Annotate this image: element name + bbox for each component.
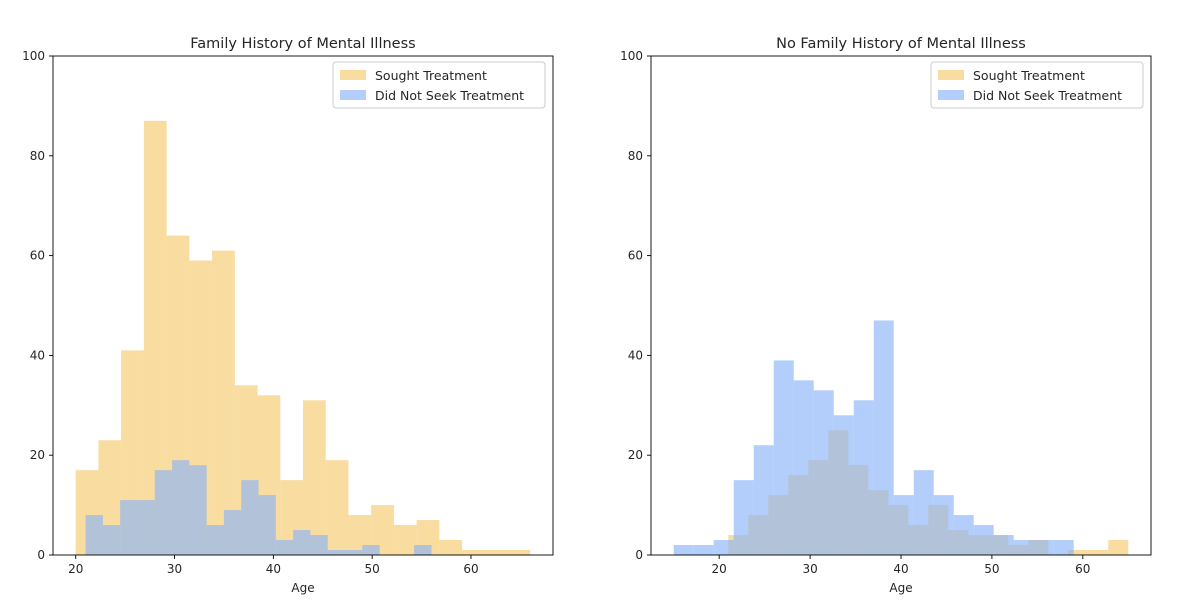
x-tick-label: 60 xyxy=(463,562,478,576)
histogram-bar xyxy=(327,550,345,555)
series-did-not-seek-treatment xyxy=(673,320,1074,555)
histogram-bar xyxy=(693,545,714,555)
y-tick-label: 40 xyxy=(30,348,45,362)
histogram-bar xyxy=(258,495,276,555)
legend-swatch xyxy=(938,70,964,80)
x-axis-label: Age xyxy=(889,581,912,595)
histogram-bar xyxy=(733,480,754,555)
histogram-bar xyxy=(993,535,1014,555)
histogram-bar xyxy=(362,545,380,555)
histogram-bar xyxy=(414,545,432,555)
histogram-bar xyxy=(673,545,694,555)
plot-frame xyxy=(650,55,1152,556)
histogram-bar xyxy=(120,500,138,555)
series-sought-treatment xyxy=(75,120,531,556)
series-did-not-seek-treatment xyxy=(85,460,432,555)
histogram-bar xyxy=(813,390,834,555)
histogram-bar xyxy=(137,500,155,555)
histogram-bar xyxy=(1108,540,1129,555)
histogram-bar xyxy=(143,120,167,556)
histogram-bar xyxy=(1013,540,1034,555)
legend-label: Did Not Seek Treatment xyxy=(973,88,1122,103)
legend-box xyxy=(930,61,1144,109)
histogram-bar xyxy=(439,540,463,555)
x-tick-label: 20 xyxy=(68,562,83,576)
y-tick-label: 20 xyxy=(30,448,45,462)
histogram-bar xyxy=(102,525,121,555)
histogram-bar xyxy=(1068,550,1089,555)
histogram-bar xyxy=(713,540,734,555)
legend: Sought Treatment Did Not Seek Treatment xyxy=(332,61,546,109)
y-tick-label: 80 xyxy=(628,149,643,163)
y-tick-label: 0 xyxy=(37,548,45,562)
histogram-bar xyxy=(1053,540,1074,555)
histogram-bar xyxy=(507,550,531,555)
y-tick-label: 60 xyxy=(30,249,45,263)
x-tick-label: 40 xyxy=(893,562,908,576)
histogram-bar xyxy=(462,550,485,555)
histogram-bar xyxy=(773,360,794,555)
x-axis-label: Age xyxy=(291,581,314,595)
y-tick-label: 100 xyxy=(620,49,643,63)
legend-label: Did Not Seek Treatment xyxy=(375,88,524,103)
histogram-bar xyxy=(223,510,242,555)
histogram-bar xyxy=(953,515,974,555)
histogram-bar xyxy=(393,525,417,555)
histogram-bar xyxy=(371,505,394,555)
chart-panel-1: 20 30 40 50 60 0 20 40 60 80 100 Family History of … xyxy=(22,36,554,595)
x-tick-label: 30 xyxy=(167,562,182,576)
histogram-bar xyxy=(1033,540,1054,555)
histogram-bar xyxy=(293,530,311,555)
histogram-bar xyxy=(206,525,224,555)
chart-panel-2: 20 30 40 50 60 0 20 40 60 80 100 No Family History … xyxy=(620,36,1152,595)
histogram-bar xyxy=(85,515,103,555)
histogram-bar xyxy=(189,465,207,555)
x-tick-label: 60 xyxy=(1075,562,1090,576)
histogram-bar xyxy=(325,460,349,555)
x-tick-label: 50 xyxy=(984,562,999,576)
chart-title: No Family History of Mental Illness xyxy=(776,36,1026,52)
y-tick-label: 40 xyxy=(628,348,643,362)
histogram-bar xyxy=(973,525,994,555)
histogram-bar xyxy=(154,470,173,555)
legend-swatch xyxy=(340,70,366,80)
x-tick-label: 30 xyxy=(802,562,817,576)
histogram-bar xyxy=(933,495,954,555)
histogram-bar xyxy=(241,480,259,555)
y-tick-label: 60 xyxy=(628,249,643,263)
x-tick-label: 40 xyxy=(266,562,281,576)
legend-label: Sought Treatment xyxy=(973,68,1085,83)
histogram-bar xyxy=(873,320,894,555)
plot-frame xyxy=(52,55,554,556)
chart-title: Family History of Mental Illness xyxy=(190,36,415,52)
y-tick-label: 80 xyxy=(30,149,45,163)
legend-swatch xyxy=(938,90,964,100)
histogram-bar xyxy=(172,460,190,555)
histogram-bar xyxy=(893,495,914,555)
histogram-bar xyxy=(212,250,235,556)
histogram-bar xyxy=(913,470,934,555)
histogram-bar xyxy=(303,400,326,555)
histogram-bar xyxy=(753,445,774,555)
legend: Sought Treatment Did Not Seek Treatment xyxy=(930,61,1144,109)
y-tick-label: 20 xyxy=(628,448,643,462)
histogram-bar xyxy=(833,415,854,555)
legend-label: Sought Treatment xyxy=(375,68,487,83)
histogram-bar xyxy=(793,380,814,555)
histogram-bar xyxy=(484,550,508,555)
x-tick-label: 20 xyxy=(712,562,727,576)
y-tick-label: 100 xyxy=(22,49,45,63)
histogram-bar xyxy=(1088,550,1109,555)
histogram-bar xyxy=(853,400,874,555)
x-tick-label: 50 xyxy=(365,562,380,576)
y-tick-label: 0 xyxy=(635,548,643,562)
histogram-bar xyxy=(275,540,294,555)
histogram-bar xyxy=(344,550,363,555)
histogram-bar xyxy=(310,535,328,555)
legend-box xyxy=(332,61,546,109)
legend-swatch xyxy=(340,90,366,100)
